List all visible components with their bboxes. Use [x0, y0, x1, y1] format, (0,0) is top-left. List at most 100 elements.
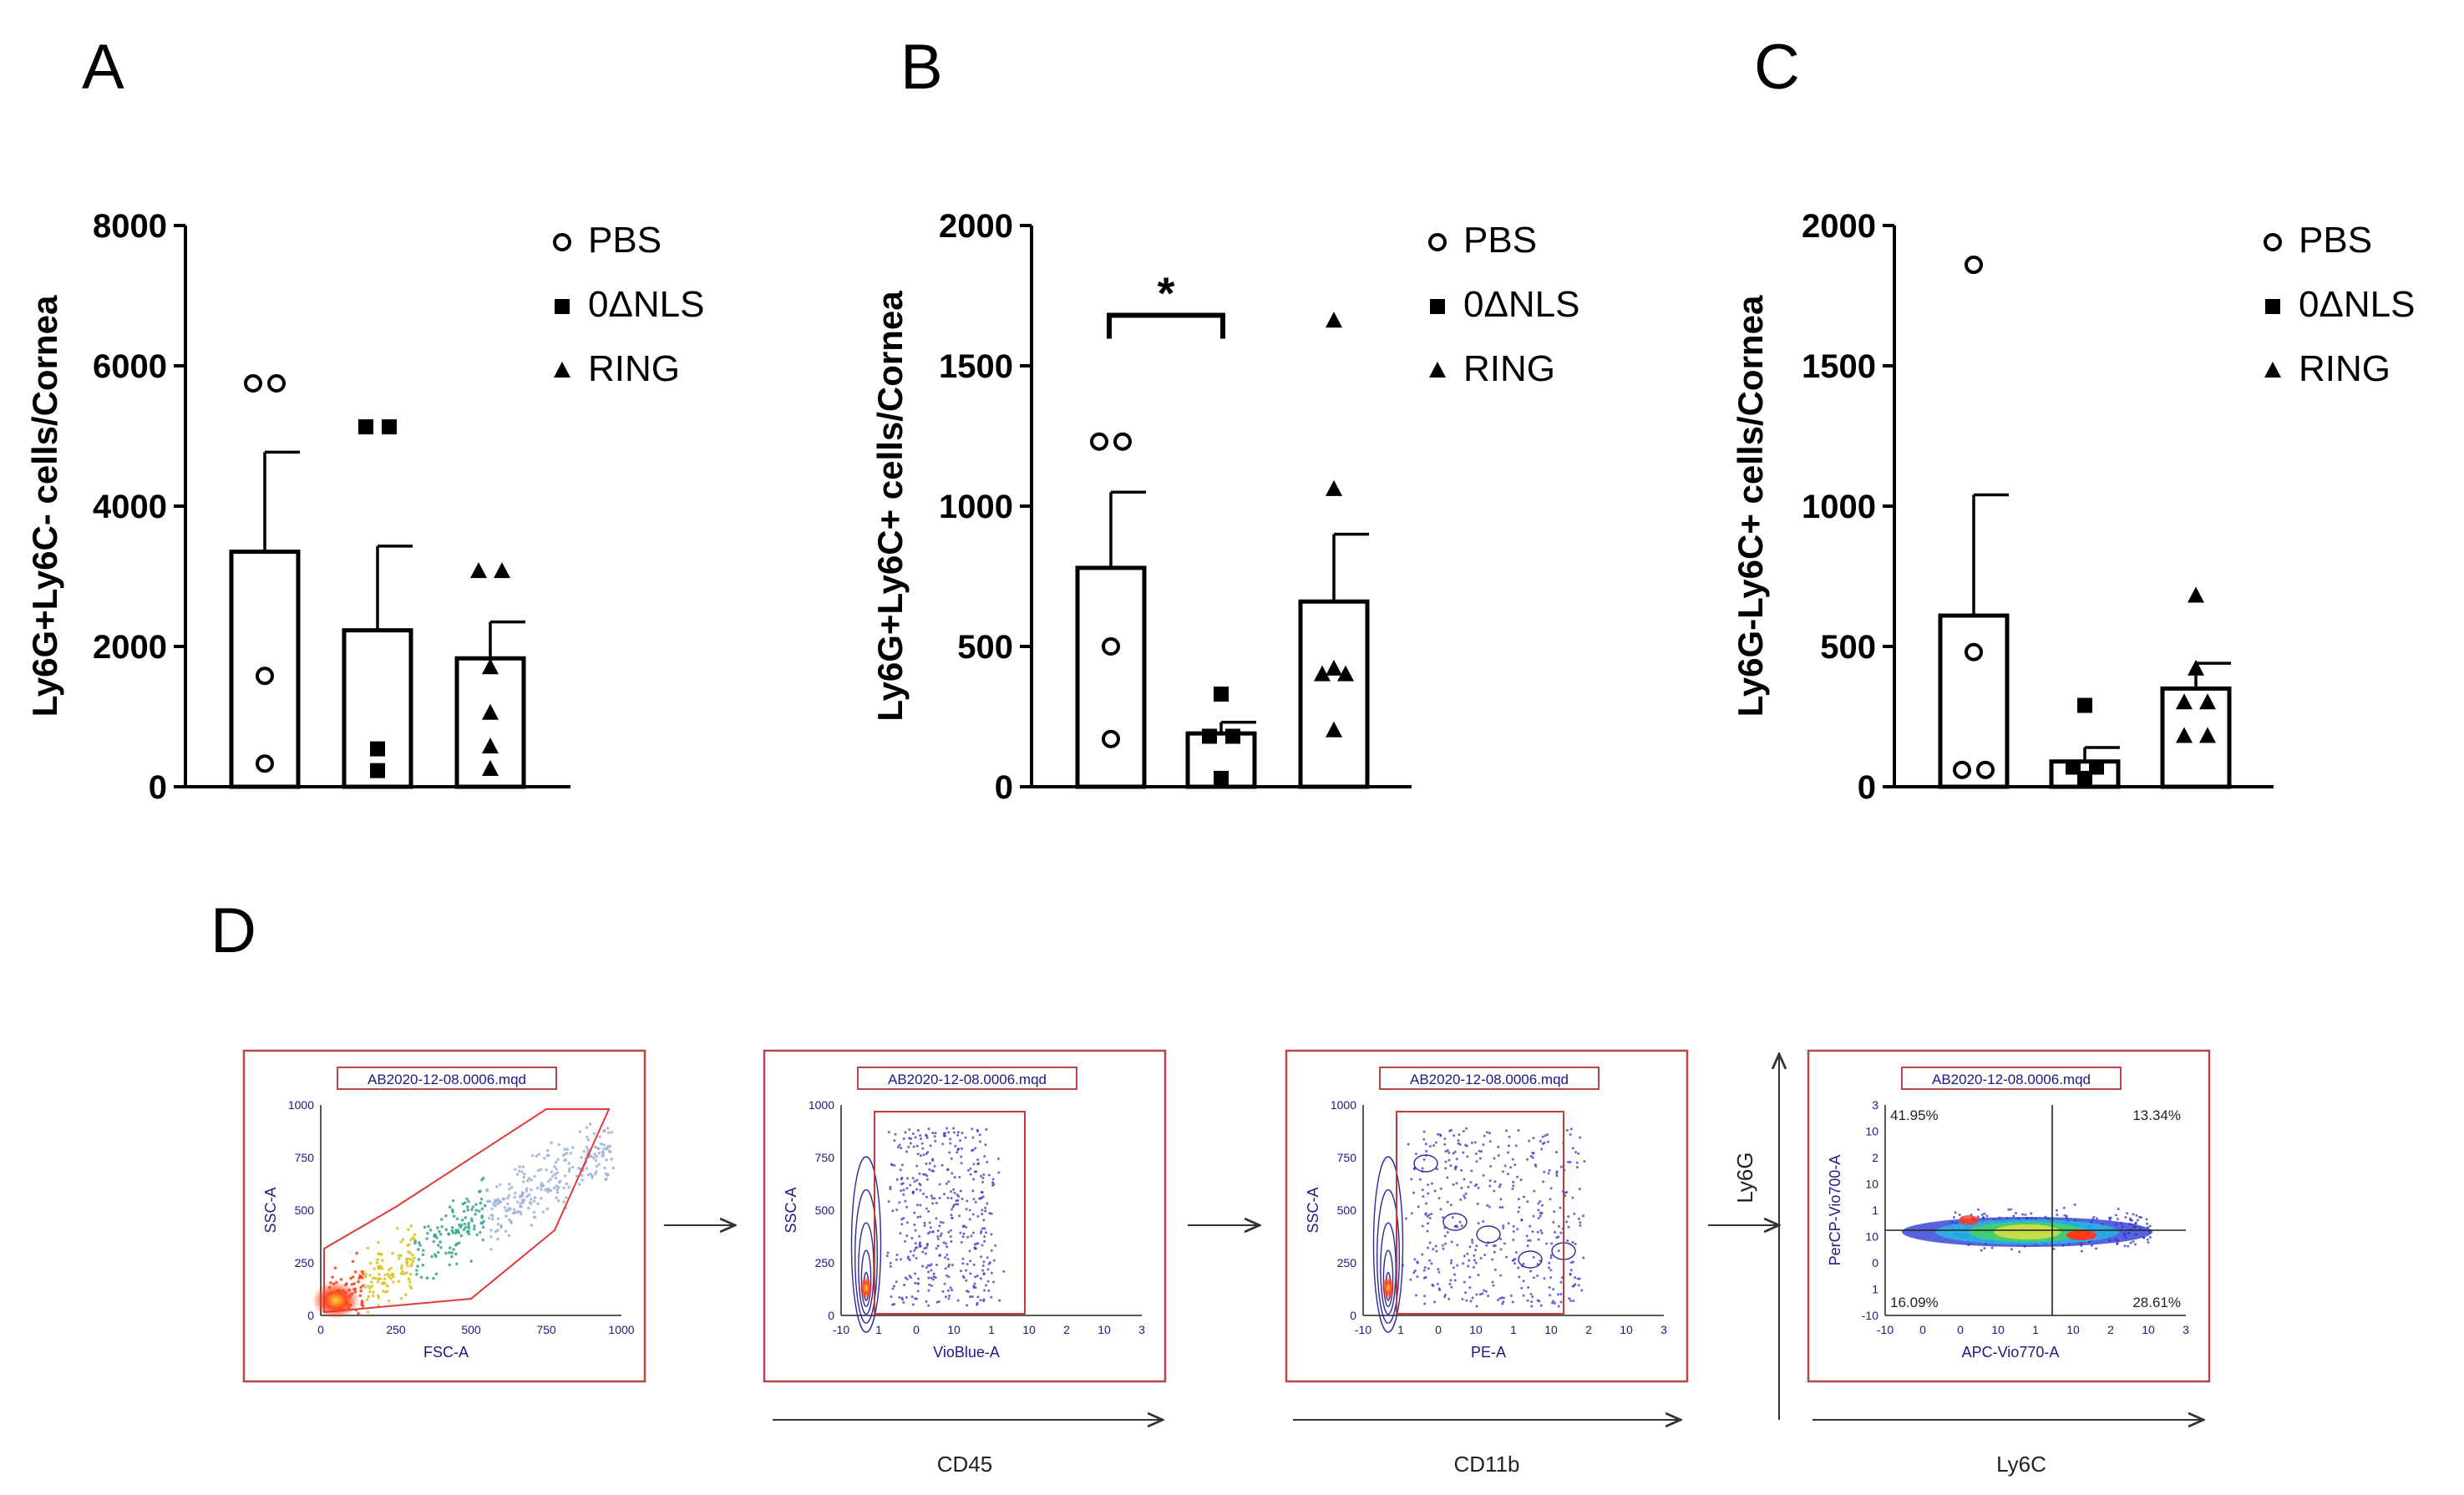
- flow-y-tick: 1: [1872, 1204, 1878, 1217]
- flow-event: [605, 1148, 609, 1151]
- legend-entry: 0ΔNLS: [588, 284, 704, 325]
- flow-event: [1451, 1216, 1454, 1219]
- flow-event: [569, 1152, 573, 1155]
- flow-event: [921, 1250, 925, 1254]
- flow-event: [910, 1236, 914, 1239]
- flow-event: [960, 1147, 963, 1150]
- flow-event: [488, 1199, 492, 1204]
- flow-event: [1569, 1128, 1573, 1131]
- flow-event: [366, 1310, 370, 1314]
- flow-event: [902, 1138, 905, 1141]
- flow-event: [1432, 1144, 1436, 1148]
- flow-event: [902, 1193, 905, 1196]
- flow-event: [2124, 1215, 2127, 1219]
- flow-event: [919, 1188, 922, 1192]
- flow-event: [1434, 1141, 1437, 1144]
- flow-event: [942, 1193, 946, 1196]
- flow-event: [373, 1276, 378, 1280]
- flow-event: [1455, 1182, 1458, 1185]
- flow-event: [1569, 1269, 1573, 1272]
- flow-event: [2133, 1243, 2137, 1246]
- flow-event: [520, 1190, 525, 1194]
- flow-event: [1460, 1187, 1463, 1190]
- flow-title: AB2020-12-08.0006.mqd: [1410, 1072, 1569, 1087]
- flow-event: [945, 1242, 948, 1245]
- flow-event: [567, 1185, 571, 1189]
- flow-event: [483, 1204, 487, 1208]
- flow-event: [1517, 1210, 1520, 1214]
- flow-event: [419, 1275, 423, 1280]
- flow-event: [2055, 1209, 2058, 1212]
- flow-event: [951, 1172, 954, 1175]
- flow-event: [923, 1221, 926, 1224]
- flow-event: [2132, 1240, 2135, 1244]
- flow-event: [1529, 1224, 1532, 1228]
- flow-event: [961, 1197, 964, 1200]
- flow-event: [997, 1171, 1001, 1174]
- flow-event: [1512, 1180, 1515, 1183]
- flow-event: [1486, 1204, 1489, 1207]
- flow-event: [931, 1159, 935, 1163]
- flow-x-tick: 750: [536, 1323, 556, 1336]
- flow-event: [913, 1223, 916, 1226]
- flow-event: [397, 1280, 401, 1284]
- flow-event: [982, 1273, 986, 1276]
- flow-event: [1444, 1160, 1447, 1163]
- flow-event: [926, 1232, 930, 1235]
- legend-marker: [2264, 233, 2282, 251]
- flow-event: [971, 1189, 975, 1193]
- flow-event: [1572, 1300, 1575, 1303]
- flow-event: [581, 1178, 585, 1182]
- flow-event: [1512, 1230, 1515, 1234]
- flow-event: [1571, 1240, 1574, 1244]
- flow-event: [1516, 1228, 1519, 1231]
- flow-event: [951, 1216, 954, 1219]
- flow-event: [2147, 1241, 2150, 1244]
- flow-event: [961, 1131, 964, 1134]
- flow-event: [969, 1295, 972, 1299]
- flow-event: [909, 1142, 912, 1145]
- flow-event: [970, 1234, 973, 1238]
- flow-event: [894, 1133, 897, 1136]
- flow-event: [2145, 1218, 2148, 1221]
- flow-event: [1409, 1278, 1412, 1281]
- flow-event: [457, 1241, 461, 1245]
- flow-event: [929, 1144, 932, 1148]
- flow-event: [467, 1224, 470, 1228]
- flow-event: [1489, 1164, 1493, 1168]
- flow-event: [1552, 1288, 1555, 1291]
- bar-0: [1938, 613, 2010, 789]
- flow-event: [1473, 1254, 1476, 1257]
- flow-event: [355, 1251, 358, 1255]
- flow-event: [1492, 1284, 1495, 1287]
- flow-event: [956, 1133, 960, 1137]
- y-tick-label: 500: [1820, 629, 1876, 666]
- flow-event: [555, 1190, 560, 1194]
- flow-event: [1577, 1152, 1580, 1155]
- flow-event: [1980, 1213, 1984, 1216]
- flow-event: [928, 1162, 931, 1165]
- flow-event: [391, 1272, 395, 1276]
- flow-y-tick: 1: [1872, 1283, 1878, 1296]
- flow-event: [542, 1156, 546, 1160]
- flow-event: [578, 1130, 582, 1133]
- flow-event: [1439, 1187, 1442, 1190]
- flow-event: [474, 1212, 477, 1216]
- legend-marker: [2265, 299, 2280, 314]
- flow-event: [490, 1214, 494, 1218]
- flow-event: [501, 1197, 504, 1201]
- flow-event: [520, 1199, 525, 1202]
- flow-event: [1437, 1268, 1440, 1271]
- flow-event: [333, 1266, 337, 1269]
- flow-event: [592, 1132, 596, 1135]
- flow-event: [556, 1158, 560, 1162]
- flow-event: [511, 1211, 515, 1215]
- flow-event: [944, 1295, 947, 1299]
- flow-event: [1977, 1208, 1980, 1211]
- flow-event: [1511, 1300, 1514, 1304]
- flow-event: [1427, 1214, 1431, 1217]
- flow-event: [586, 1135, 589, 1139]
- legend-marker: [1430, 299, 1445, 314]
- flow-event: [976, 1158, 980, 1162]
- flow-event: [376, 1280, 380, 1284]
